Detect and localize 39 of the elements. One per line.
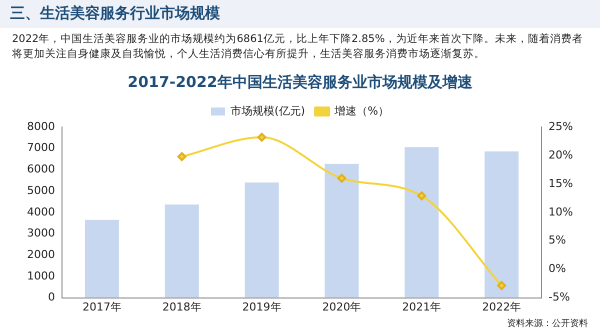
text: 三、生活美容服务行业市场规模 [0, 0, 600, 28]
bar [404, 147, 439, 298]
legend-label: 增速（%） [334, 104, 390, 118]
x-tick-label: 2020年 [322, 300, 362, 314]
x-tick-label: 2019年 [242, 300, 282, 314]
bar [164, 204, 199, 298]
bar [84, 220, 119, 298]
point [257, 132, 266, 142]
y2-tick-label: 20% [548, 148, 574, 162]
point [417, 191, 426, 200]
y2-tick-label: -5% [548, 290, 570, 304]
bar [484, 151, 519, 298]
y-tick-label: 6000 [26, 162, 55, 176]
chart-title: 2017-2022年中国生活美容服务业市场规模及增速 [128, 72, 474, 91]
y2-tick-label: 10% [548, 205, 574, 218]
y-tick-label: 1000 [26, 269, 55, 282]
point [497, 281, 506, 290]
y2-tick-label: 0% [548, 262, 566, 276]
point [177, 152, 186, 162]
y-tick-label: 7000 [26, 141, 55, 154]
y-tick-label: 0 [48, 290, 55, 304]
x-tick-label: 2018年 [162, 300, 202, 314]
y2-tick-label: 5% [548, 234, 566, 247]
x-tick-label: 2022年 [482, 300, 522, 314]
y-tick-label: 3000 [26, 226, 55, 240]
y-tick-label: 2000 [26, 248, 55, 261]
bar [324, 164, 359, 298]
x-tick-label: 2017年 [82, 300, 122, 314]
text: 资料来源：公开资料 [507, 318, 588, 330]
y2-tick-label: 15% [548, 176, 574, 190]
point [337, 174, 346, 183]
text: 2022年，中国生活美容服务业的市场规模约为6861亿元，比上年下降2.85%，为近年来首次下降。未来，随着消费者将更加关注自身健康及自我愉悦，个人生活消费信心有所提升，生活美容服务消费市场逐渐复苏。 [11, 32, 584, 62]
y2-tick-label: 25% [548, 120, 574, 133]
y-tick-label: 5000 [26, 184, 55, 197]
y-tick-label: 4000 [26, 205, 55, 218]
legend-label: 市场规模(亿元) [230, 104, 306, 118]
bar [244, 182, 279, 298]
x-tick-label: 2021年 [402, 300, 442, 314]
y-tick-label: 8000 [26, 120, 55, 133]
